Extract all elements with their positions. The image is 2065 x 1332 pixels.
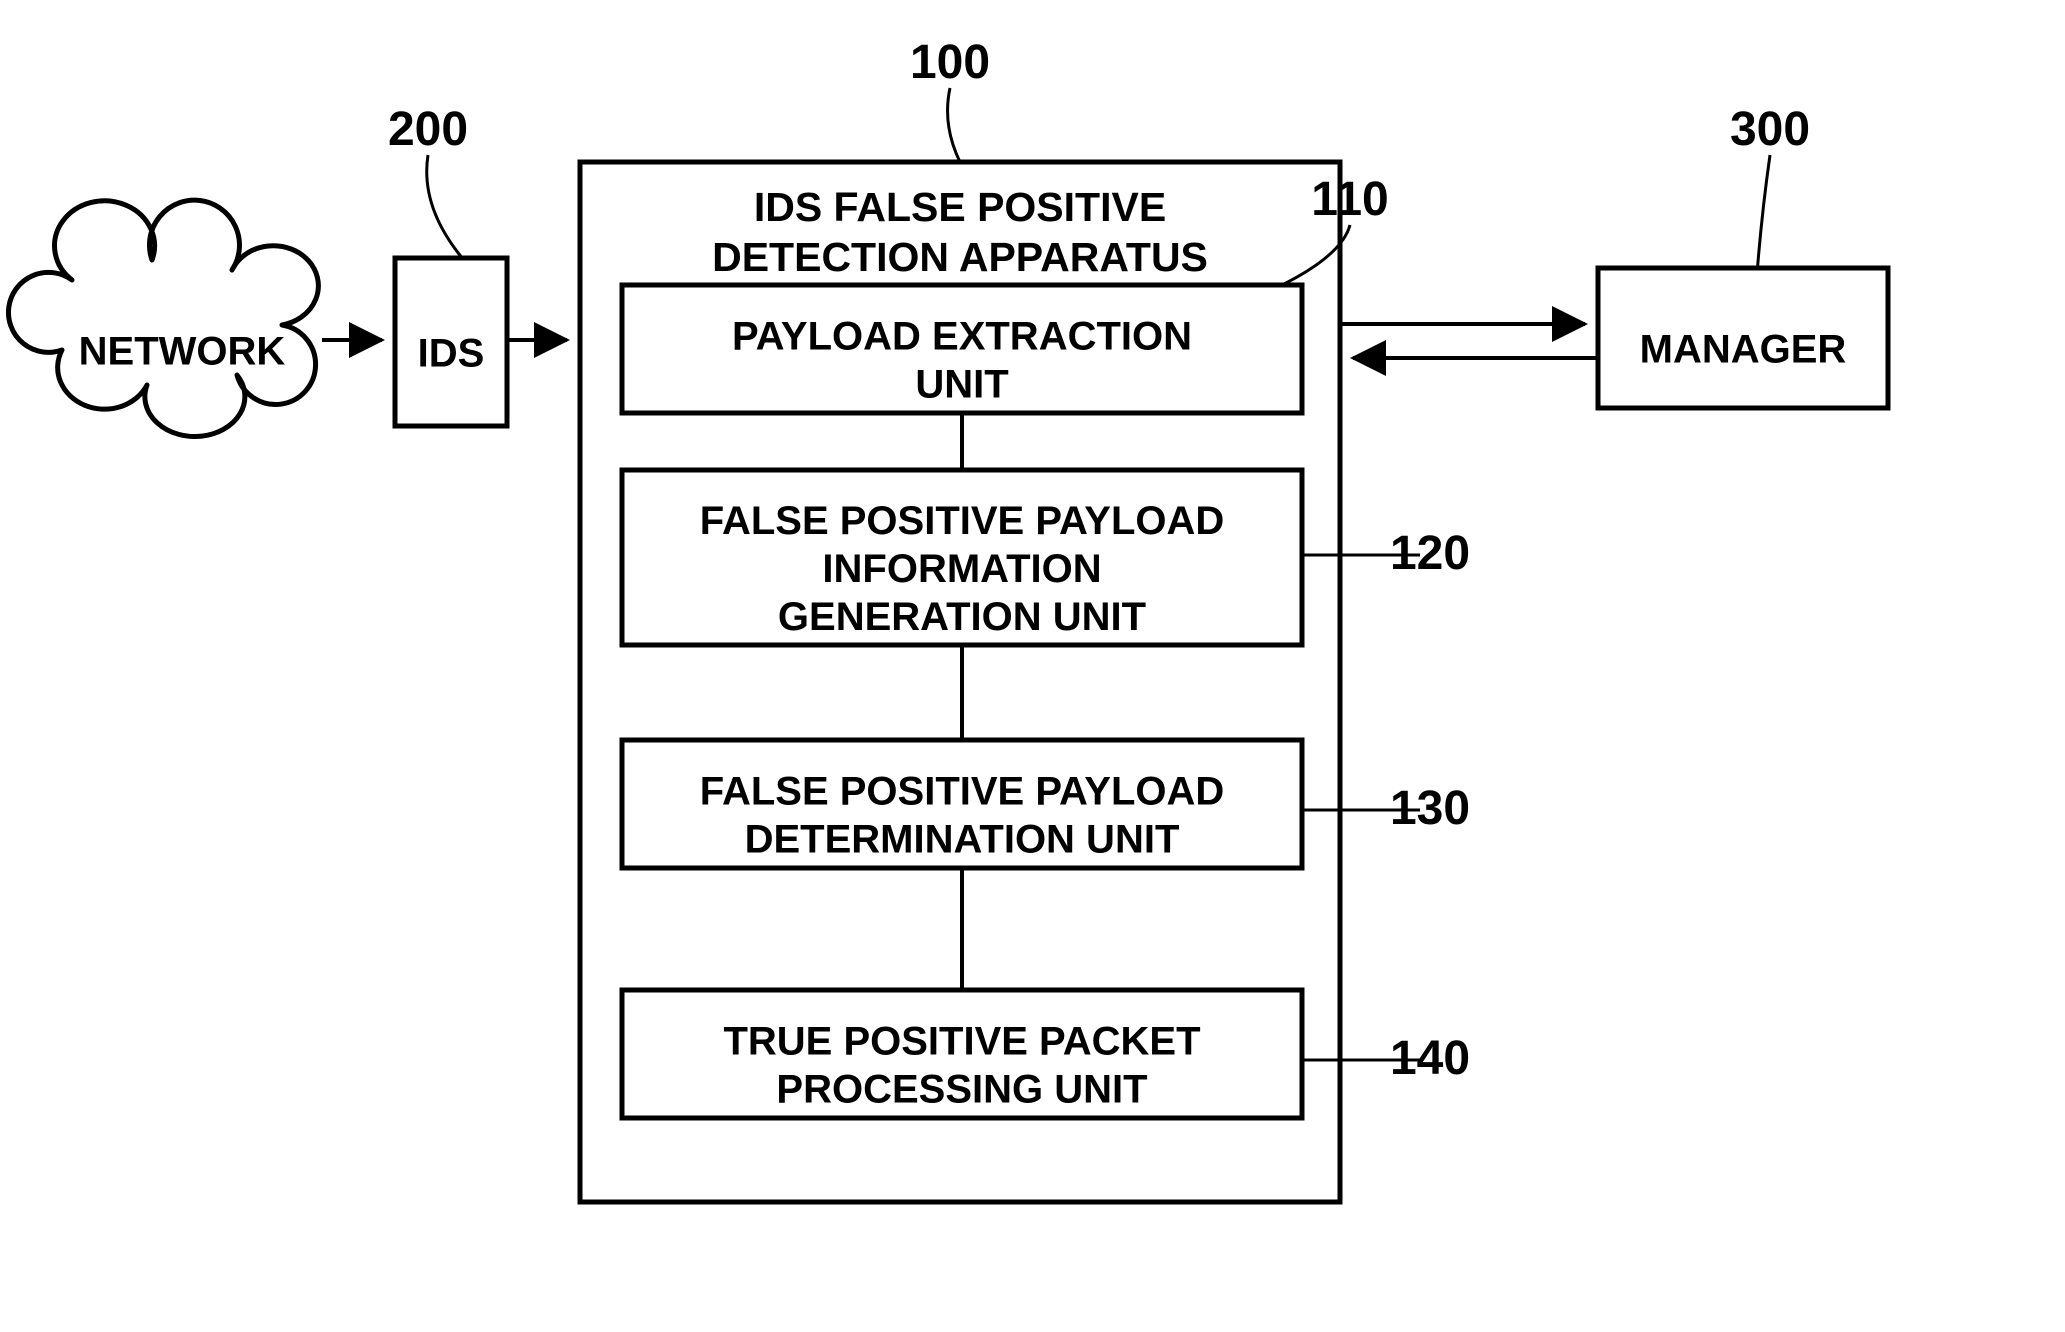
block-diagram: NETWORK IDS IDS FALSE POSITIVEDETECTION AP… (0, 0, 2065, 1332)
payload-extraction-unit: PAYLOAD EXTRACTIONUNIT (622, 285, 1302, 413)
svg-text:MANAGER: MANAGER (1640, 328, 1847, 372)
svg-text:PAYLOAD EXTRACTION: PAYLOAD EXTRACTION (732, 315, 1192, 359)
svg-text:NETWORK: NETWORK (79, 330, 286, 374)
manager-box: MANAGER (1598, 268, 1888, 408)
svg-text:DETECTION APPARATUS: DETECTION APPARATUS (712, 234, 1208, 280)
svg-text:200: 200 (388, 103, 468, 156)
svg-text:DETERMINATION UNIT: DETERMINATION UNIT (745, 818, 1180, 862)
network-cloud: NETWORK (8, 200, 318, 436)
svg-text:FALSE POSITIVE PAYLOAD: FALSE POSITIVE PAYLOAD (700, 499, 1225, 543)
svg-text:UNIT: UNIT (915, 363, 1008, 407)
fp-determination-unit: FALSE POSITIVE PAYLOADDETERMINATION UNIT (622, 740, 1302, 868)
svg-text:IDS: IDS (418, 332, 485, 376)
ids-box: IDS (395, 258, 507, 426)
svg-text:300: 300 (1730, 103, 1810, 156)
tp-processing-unit: TRUE POSITIVE PACKETPROCESSING UNIT (622, 990, 1302, 1118)
svg-text:100: 100 (910, 36, 990, 89)
svg-text:TRUE POSITIVE PACKET: TRUE POSITIVE PACKET (723, 1020, 1200, 1064)
fp-info-generation-unit: FALSE POSITIVE PAYLOADINFORMATIONGENERAT… (622, 470, 1302, 645)
svg-text:GENERATION UNIT: GENERATION UNIT (778, 595, 1146, 639)
svg-text:INFORMATION: INFORMATION (822, 547, 1101, 591)
svg-text:IDS FALSE POSITIVE: IDS FALSE POSITIVE (754, 184, 1166, 230)
svg-text:PROCESSING UNIT: PROCESSING UNIT (776, 1068, 1147, 1112)
svg-text:FALSE POSITIVE PAYLOAD: FALSE POSITIVE PAYLOAD (700, 770, 1225, 814)
svg-text:110: 110 (1311, 173, 1388, 226)
